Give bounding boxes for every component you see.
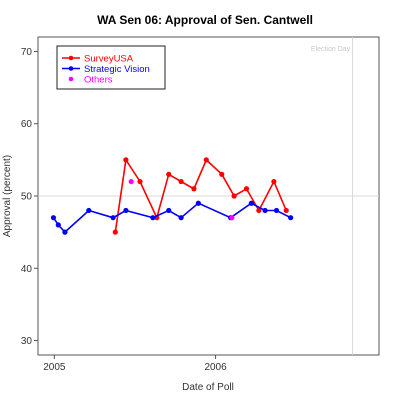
data-point-surveyusa xyxy=(219,171,225,177)
data-point-strategic-vision xyxy=(262,207,268,214)
data-point-strategic-vision xyxy=(195,200,201,206)
election-day-label: Election Day xyxy=(311,46,351,53)
y-tick-label: 40 xyxy=(21,264,33,275)
data-point-surveyusa xyxy=(112,229,118,235)
series-strategic-vision xyxy=(50,200,294,235)
data-point-surveyusa xyxy=(271,178,277,185)
data-point-surveyusa xyxy=(231,193,237,199)
data-point-surveyusa xyxy=(203,157,209,163)
data-point-strategic-vision xyxy=(150,215,156,221)
y-axis-label: Approval (percent) xyxy=(2,155,13,237)
data-point-strategic-vision xyxy=(178,215,184,221)
data-point-strategic-vision xyxy=(86,207,92,214)
data-point-strategic-vision xyxy=(50,215,57,221)
y-tick-label: 70 xyxy=(21,47,33,58)
legend-marker-strategic-vision xyxy=(68,66,74,71)
chart-title: WA Sen 06: Approval of Sen. Cantwell xyxy=(97,13,313,27)
legend-marker-others xyxy=(68,76,74,82)
x-tick-label: 2005 xyxy=(43,362,66,373)
data-point-others xyxy=(229,215,235,221)
legend-label-strategic-vision: Strategic Vision xyxy=(84,64,150,75)
legend-box xyxy=(56,45,166,90)
x-tick-label: 2006 xyxy=(204,362,227,373)
data-point-surveyusa xyxy=(178,178,184,185)
legend-label-surveyusa: SurveyUSA xyxy=(84,54,134,65)
x-axis-label: Date of Poll xyxy=(182,382,234,393)
y-tick-label: 60 xyxy=(21,119,33,130)
series-layer xyxy=(50,157,294,235)
legend-marker-surveyusa xyxy=(68,55,74,61)
series-others xyxy=(128,178,235,221)
y-tick-label: 30 xyxy=(21,336,33,347)
data-point-strategic-vision xyxy=(288,215,294,221)
legend-label-others: Others xyxy=(84,75,113,86)
data-point-strategic-vision xyxy=(55,222,61,228)
data-point-strategic-vision xyxy=(62,229,68,235)
data-point-strategic-vision xyxy=(273,207,280,214)
y-tick-label: 50 xyxy=(21,192,33,203)
data-point-surveyusa xyxy=(283,207,289,214)
x-axis: 2005 2006 xyxy=(43,355,227,373)
series-line-strategic-vision xyxy=(52,202,292,234)
data-point-strategic-vision xyxy=(123,207,129,214)
data-point-surveyusa xyxy=(243,186,250,192)
y-axis: 30 40 50 60 70 xyxy=(21,47,38,347)
data-point-strategic-vision xyxy=(248,200,254,206)
data-point-surveyusa xyxy=(191,186,197,192)
data-point-surveyusa xyxy=(137,178,143,185)
data-point-others xyxy=(128,178,134,185)
data-point-strategic-vision xyxy=(110,215,116,221)
data-point-surveyusa xyxy=(256,207,262,214)
data-point-surveyusa xyxy=(123,157,129,163)
data-point-surveyusa xyxy=(166,171,172,177)
data-point-strategic-vision xyxy=(166,207,172,214)
